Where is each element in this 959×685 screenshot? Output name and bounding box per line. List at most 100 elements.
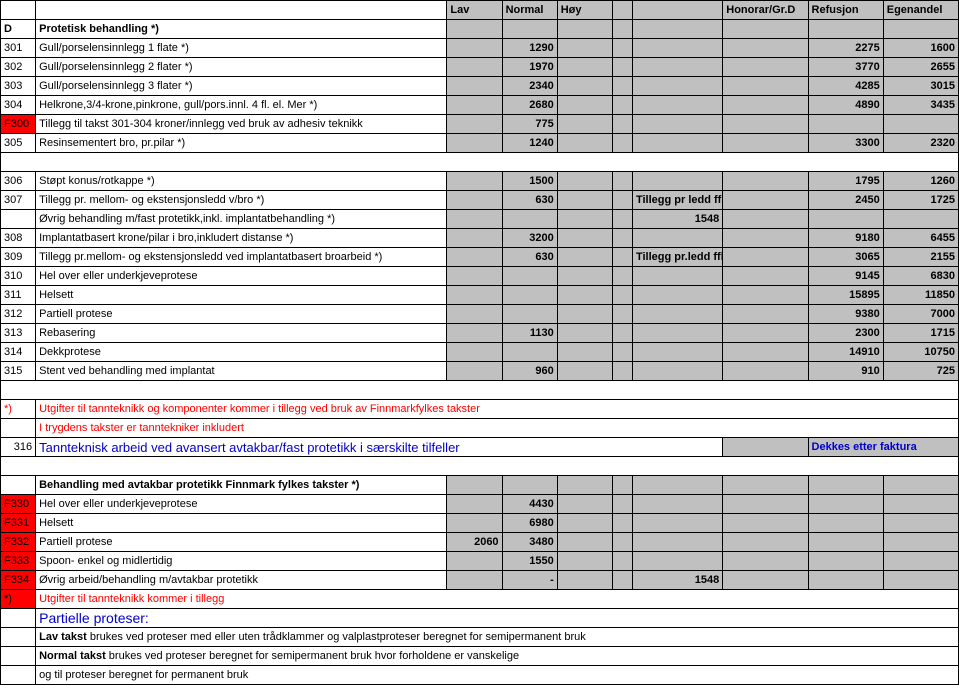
row-code: 315 [1, 362, 36, 381]
val-egenandel [883, 210, 958, 229]
val-honorar [723, 343, 808, 362]
val-normal: 960 [502, 362, 557, 381]
val-refusjon: 2275 [808, 39, 883, 58]
val-normal: 775 [502, 115, 557, 134]
val-refusjon: 9380 [808, 305, 883, 324]
val-egenandel [883, 115, 958, 134]
row-desc: Gull/porselensinnlegg 3 flater *) [36, 77, 447, 96]
val-egenandel: 1715 [883, 324, 958, 343]
partielle-title: Partielle proteser: [36, 609, 959, 628]
row-desc: Helsett [36, 514, 447, 533]
val-lav [447, 286, 502, 305]
col-header-normal: Normal [502, 1, 557, 20]
val-egenandel: 7000 [883, 305, 958, 324]
spacer [1, 457, 959, 476]
val-hoy [557, 305, 612, 324]
row-desc: Øvrig arbeid/behandling m/avtakbar prote… [36, 571, 447, 590]
note-line: Utgifter til tannteknikk og komponenter … [36, 400, 959, 419]
note-star: *) [1, 400, 36, 419]
val-egenandel: 2155 [883, 248, 958, 267]
row-desc: Øvrig behandling m/fast protetikk,inkl. … [36, 210, 447, 229]
val-hoy [557, 343, 612, 362]
val-hoy [557, 191, 612, 210]
val-egenandel: 1600 [883, 39, 958, 58]
val-refusjon: 4890 [808, 96, 883, 115]
val-hoy [557, 58, 612, 77]
val-refusjon: 2300 [808, 324, 883, 343]
row-code: 302 [1, 58, 36, 77]
row-code: 301 [1, 39, 36, 58]
val-hoy [557, 533, 612, 552]
val-hoy [557, 115, 612, 134]
val-egenandel: 1260 [883, 172, 958, 191]
val-hoy [557, 552, 612, 571]
blank [36, 1, 447, 20]
val-lav [447, 514, 502, 533]
row-desc: Tillegg pr. mellom- og ekstensjonsledd v… [36, 191, 447, 210]
row-desc: Helsett [36, 286, 447, 305]
val-hoy [557, 229, 612, 248]
val-normal: 3480 [502, 533, 557, 552]
row-code: 314 [1, 343, 36, 362]
col-header-egenandel: Egenandel [883, 1, 958, 20]
val-lav [447, 248, 502, 267]
val-refusjon: 1795 [808, 172, 883, 191]
row-code: 309 [1, 248, 36, 267]
row-desc: Spoon- enkel og midlertidig [36, 552, 447, 571]
val-normal: - [502, 571, 557, 590]
row-code: F300 [1, 115, 36, 134]
row-code: 303 [1, 77, 36, 96]
row-code: 306 [1, 172, 36, 191]
row-desc: Stent ved behandling med implantat [36, 362, 447, 381]
row-desc: Helkrone,3/4-krone,pinkrone, gull/pors.i… [36, 96, 447, 115]
note-num: 1548 [632, 571, 722, 590]
row-desc: Partiell protese [36, 533, 447, 552]
row-desc: Gull/porselensinnlegg 1 flate *) [36, 39, 447, 58]
val-lav [447, 191, 502, 210]
val-refusjon: 9145 [808, 267, 883, 286]
val-egenandel: 1725 [883, 191, 958, 210]
note-line: og til proteser beregnet for permanent b… [36, 666, 959, 685]
val-lav [447, 58, 502, 77]
row-code: 310 [1, 267, 36, 286]
val-hoy [557, 324, 612, 343]
val-refusjon: 910 [808, 362, 883, 381]
row-desc: Dekkprotese [36, 343, 447, 362]
section2-title: Behandling med avtakbar protetikk Finnma… [36, 476, 447, 495]
row-desc: Tillegg pr.mellom- og ekstensjonsledd ve… [36, 248, 447, 267]
val-egenandel: 3435 [883, 96, 958, 115]
val-lav [447, 115, 502, 134]
val-normal: 4430 [502, 495, 557, 514]
val-hoy [557, 210, 612, 229]
val-honorar [723, 267, 808, 286]
note-line: Utgifter til tannteknikk kommer i tilleg… [36, 590, 959, 609]
val-normal: 3200 [502, 229, 557, 248]
note-316: Tannteknisk arbeid ved avansert avtakbar… [36, 438, 723, 457]
val-egenandel: 2320 [883, 134, 958, 153]
val-honorar [723, 58, 808, 77]
val-normal [502, 286, 557, 305]
col-header-hoy: Høy [557, 1, 612, 20]
section-title: Protetisk behandling *) [36, 20, 447, 39]
val-lav [447, 362, 502, 381]
row-code: F330 [1, 495, 36, 514]
val-honorar [723, 96, 808, 115]
val-normal [502, 210, 557, 229]
val-refusjon: 3300 [808, 134, 883, 153]
val-lav [447, 96, 502, 115]
val-lav [447, 134, 502, 153]
val-lav [447, 552, 502, 571]
row-desc: Resinsementert bro, pr.pilar *) [36, 134, 447, 153]
val-hoy [557, 571, 612, 590]
row-code: 304 [1, 96, 36, 115]
val-honorar [723, 286, 808, 305]
val-refusjon: 4285 [808, 77, 883, 96]
pricing-table: LavNormalHøyHonorar/Gr.DRefusjonEgenande… [0, 0, 959, 685]
val-egenandel: 10750 [883, 343, 958, 362]
row-code: F331 [1, 514, 36, 533]
note-num: 1548 [632, 210, 722, 229]
val-refusjon: 3065 [808, 248, 883, 267]
row-desc: Partiell protese [36, 305, 447, 324]
col-header-refusjon: Refusjon [808, 1, 883, 20]
val-lav [447, 39, 502, 58]
